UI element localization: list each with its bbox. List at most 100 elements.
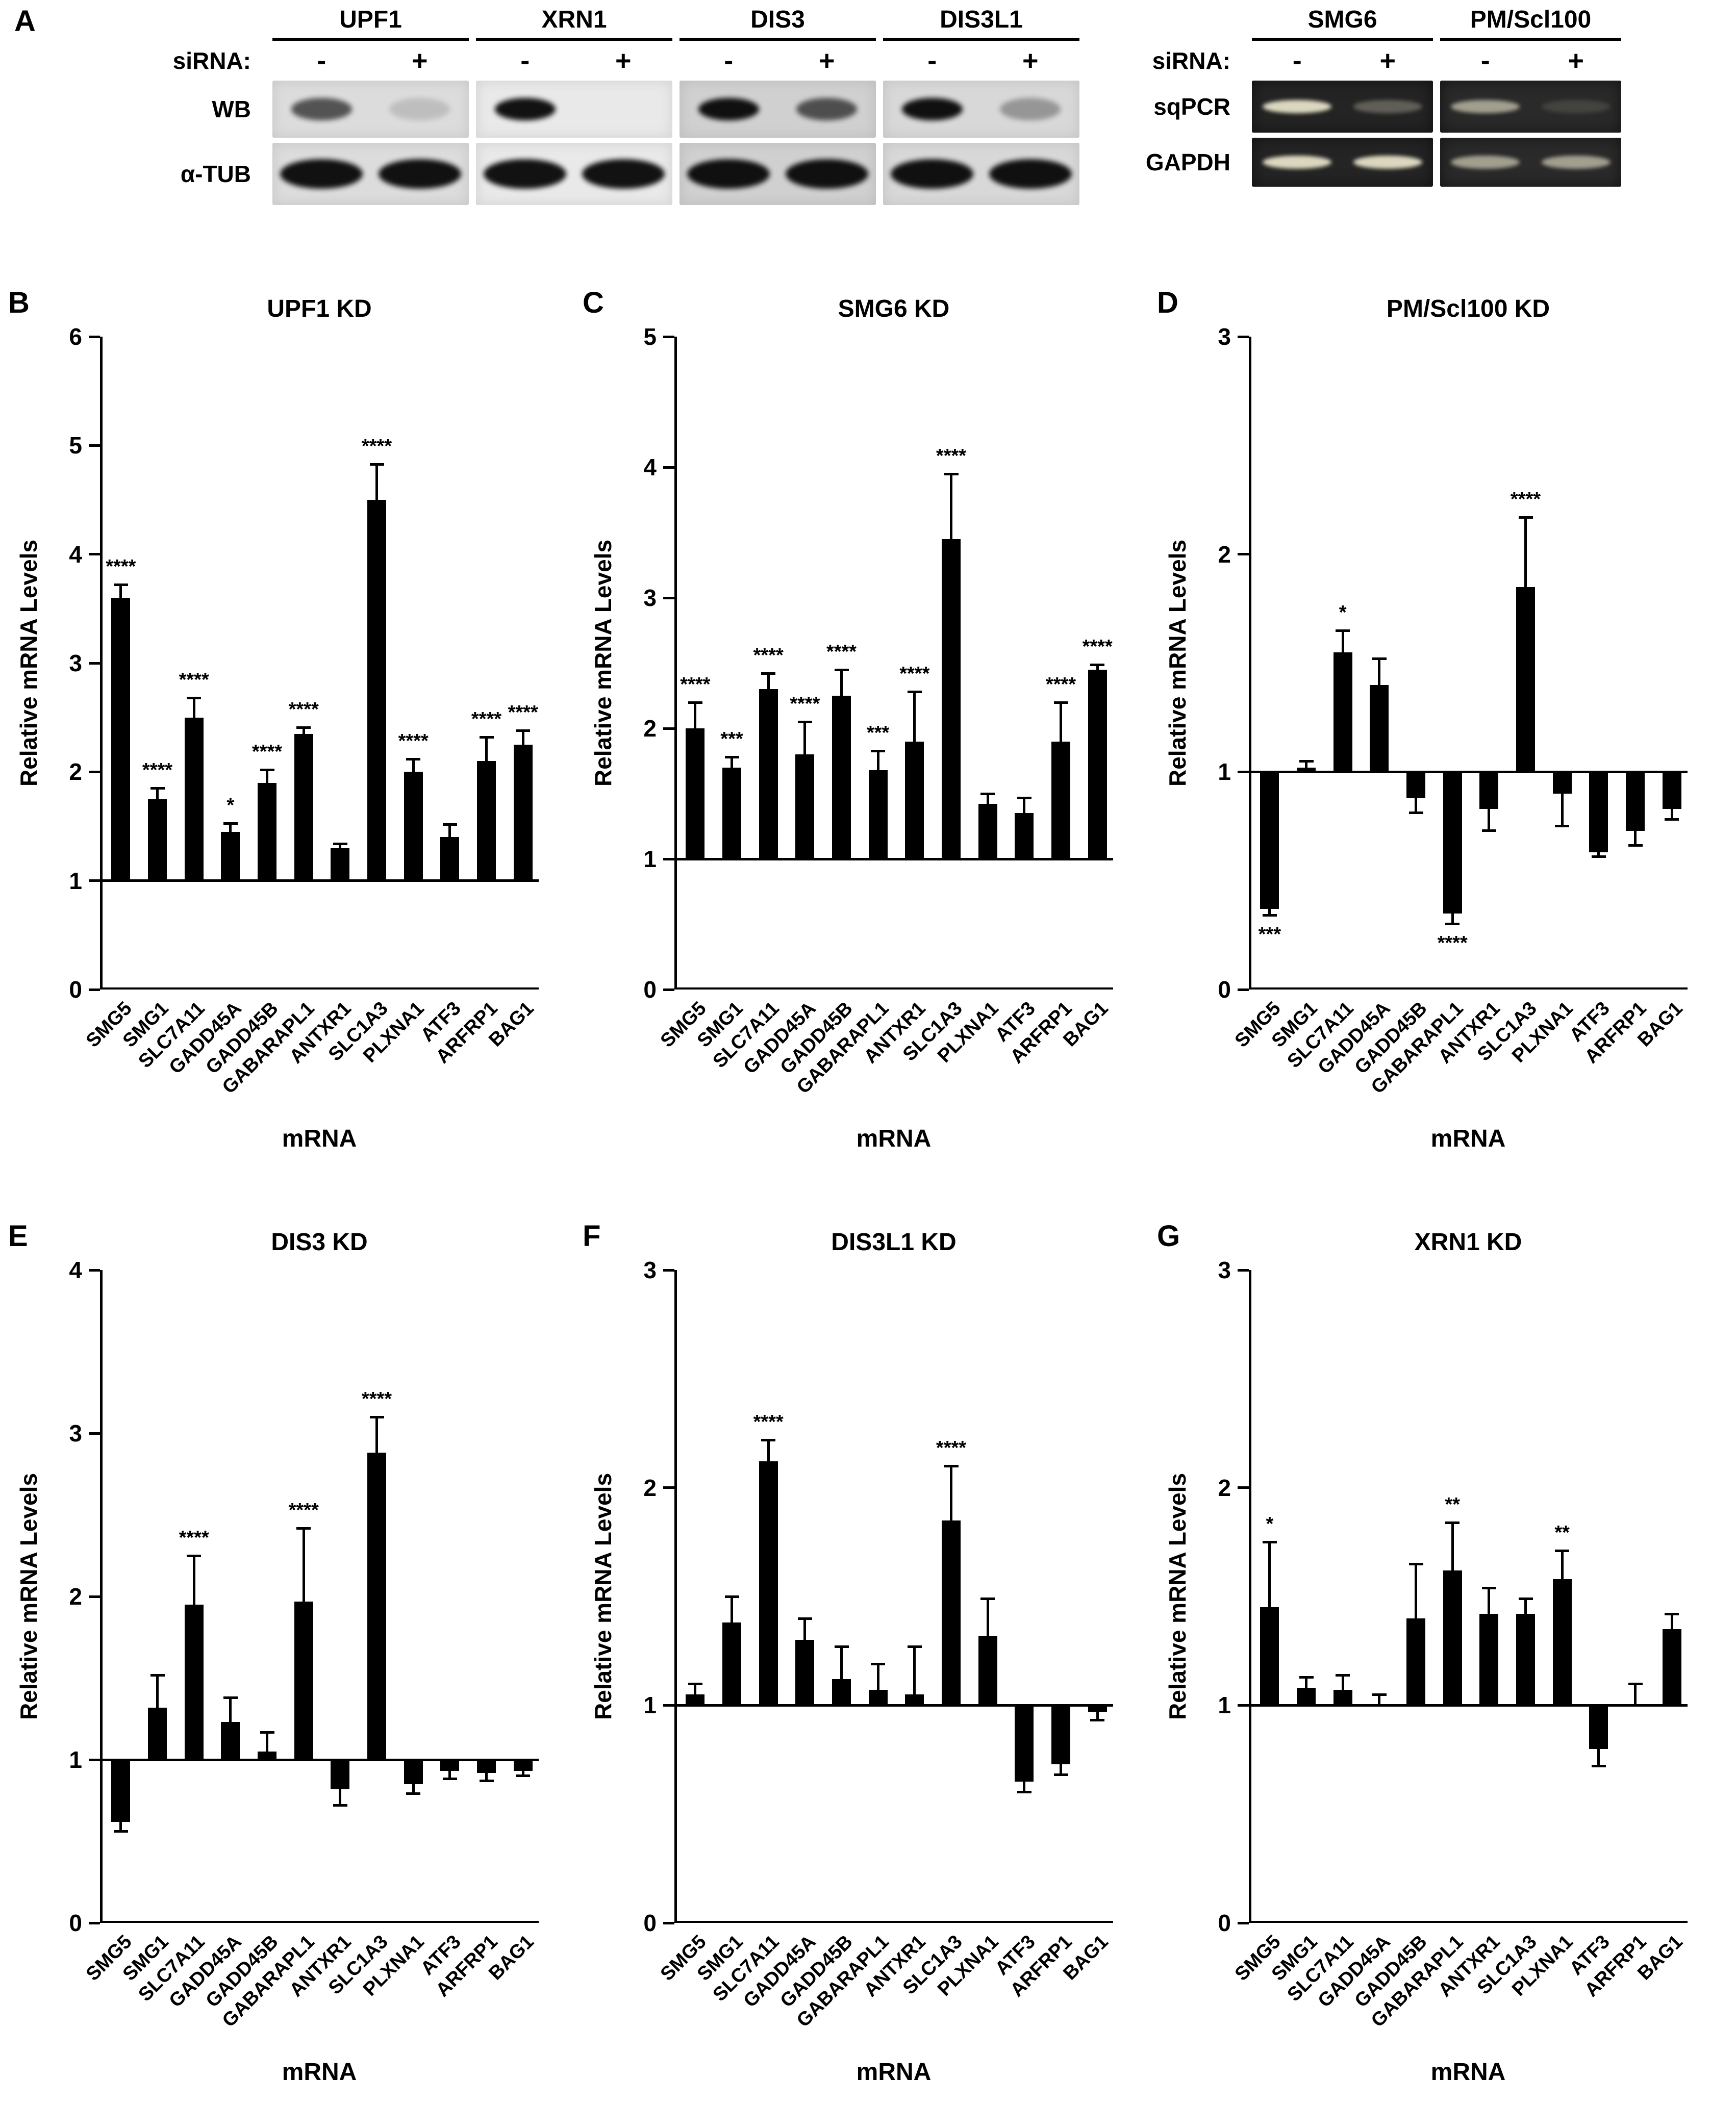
error-bar-cap [1481, 829, 1496, 832]
y-axis-tick [89, 1269, 100, 1272]
bar-GADD45B [1406, 772, 1426, 798]
bar-ATF3 [1589, 1705, 1608, 1749]
error-bar-cap [871, 1663, 886, 1666]
bar-ATF3 [1015, 813, 1034, 859]
band-strong [1353, 156, 1422, 169]
y-axis-tick-label: 1 [1218, 1692, 1231, 1719]
significance-stars: **** [1510, 489, 1541, 511]
y-axis-tick [1238, 988, 1249, 991]
lane [476, 81, 574, 138]
y-axis-tick [663, 1704, 674, 1707]
error-bar [339, 1789, 342, 1806]
error-bar [1597, 1748, 1600, 1766]
error-bar [448, 1771, 451, 1780]
plot-area: 0 1 2 3 4 5 **** SMG5 *** SMG1 **** SLC7A11 **** GADD… [643, 323, 1113, 1098]
error-bar-cap [260, 1731, 274, 1734]
band-trace [1541, 100, 1611, 113]
bar-SLC1A3 [367, 500, 387, 881]
error-bar-cap [871, 749, 886, 752]
y-axis-label: Relative mRNA Levels [590, 1473, 616, 1720]
y-axis-tick-label: 4 [643, 454, 657, 480]
y-axis-tick [89, 770, 100, 773]
lane [1252, 81, 1343, 133]
significance-stars: **** [179, 1527, 209, 1549]
blot-row-label: α-TUB [180, 161, 251, 187]
bar-SMG5 [1260, 1607, 1279, 1706]
y-axis-tick [89, 1921, 100, 1924]
y-axis-tick [89, 444, 100, 447]
band-medium [796, 98, 858, 120]
y-axis-tick-label: 1 [69, 867, 82, 894]
y-axis-tick [663, 727, 674, 730]
error-bar-cap [944, 472, 959, 475]
y-axis-tick-label: 3 [1218, 323, 1231, 350]
error-bar-cap [369, 1416, 384, 1418]
error-bar [156, 1675, 159, 1708]
significance-stars: **** [251, 741, 283, 763]
y-axis-tick-label: 0 [643, 976, 657, 1003]
bar-PLXNA1 [978, 804, 997, 859]
chart-xrn1-kd: G XRN1 KD Relative mRNA Levels 0 1 2 3 * SMG5… [1157, 1219, 1718, 2096]
lane [272, 143, 371, 205]
plot-area: 0 1 2 3 *** SMG5 SMG1 * SLC7A11 GADD45A GADD45B ***… [1218, 323, 1688, 1098]
panel-a-blots: A UPF1 XRN1 DIS3 DIS3L1 siRNA: - + - + - + - + WB α-TU… [0, 0, 1736, 240]
error-bar [1305, 1677, 1307, 1688]
y-axis-tick [89, 662, 100, 665]
y-axis-tick [663, 335, 674, 338]
panel-letter: A [14, 5, 36, 38]
error-bar [375, 1417, 378, 1453]
band-trace [389, 98, 450, 120]
y-axis-tick-label: 5 [69, 432, 82, 459]
bar-SMG5 [686, 1694, 705, 1706]
error-bar-cap [724, 756, 739, 759]
lane [680, 81, 778, 138]
significance-stars: * [1339, 602, 1347, 623]
error-bar [731, 1596, 733, 1623]
significance-stars: ** [1445, 1493, 1460, 1515]
significance-stars: **** [753, 1411, 784, 1433]
error-bar [803, 722, 807, 755]
error-bar-cap [1555, 1550, 1570, 1553]
gel-image-PM/Scl100 [1440, 81, 1621, 133]
y-axis-tick-label: 2 [1218, 541, 1231, 568]
error-bar-cap [1053, 701, 1068, 704]
significance-stars: **** [826, 641, 857, 663]
error-bar [1524, 517, 1527, 587]
y-axis-tick-label: 0 [643, 1910, 657, 1936]
y-axis-label: Relative mRNA Levels [15, 1473, 42, 1720]
bar-SLC1A3 [1516, 1614, 1536, 1706]
bar-GADD45A [795, 1640, 815, 1706]
error-bar-cap [1408, 1563, 1423, 1565]
bar-ARFRP1 [476, 1760, 496, 1773]
bar-GADD45B [257, 1752, 277, 1760]
y-axis-tick [1238, 770, 1249, 773]
significance-stars: **** [753, 645, 784, 667]
lane [1531, 138, 1622, 187]
error-bar-cap [688, 1682, 702, 1685]
significance-stars: **** [899, 663, 930, 685]
error-bar [192, 1556, 195, 1605]
x-axis-label: mRNA [1430, 1125, 1506, 1152]
sirna-signs: - + [1440, 45, 1621, 76]
bar-SMG5 [111, 598, 131, 881]
error-bar-cap [1591, 1764, 1606, 1767]
error-bar-cap [1481, 1586, 1496, 1589]
error-bar-cap [1408, 811, 1423, 815]
error-bar-cap [1299, 1676, 1314, 1679]
bar-BAG1 [1088, 1705, 1107, 1712]
western-blot-group: UPF1 XRN1 DIS3 DIS3L1 siRNA: - + - + - + - + WB α-TUB [122, 6, 1080, 205]
y-axis-tick-label: 2 [1218, 1474, 1231, 1501]
lane [982, 143, 1080, 205]
y-axis-tick-label: 1 [643, 1692, 657, 1719]
y-axis-tick-label: 5 [643, 323, 657, 350]
band-strong [687, 159, 770, 189]
error-bar-cap [724, 1595, 739, 1598]
error-bar-cap [516, 1774, 531, 1777]
sirna-plus-sign: + [411, 45, 428, 76]
error-bar [803, 1618, 807, 1640]
blot-target-header: PM/Scl100 [1440, 6, 1621, 41]
error-bar [266, 1732, 268, 1752]
bar-ANTXR1 [905, 741, 924, 859]
lane [1440, 138, 1531, 187]
blot-header-spacer [122, 8, 265, 41]
